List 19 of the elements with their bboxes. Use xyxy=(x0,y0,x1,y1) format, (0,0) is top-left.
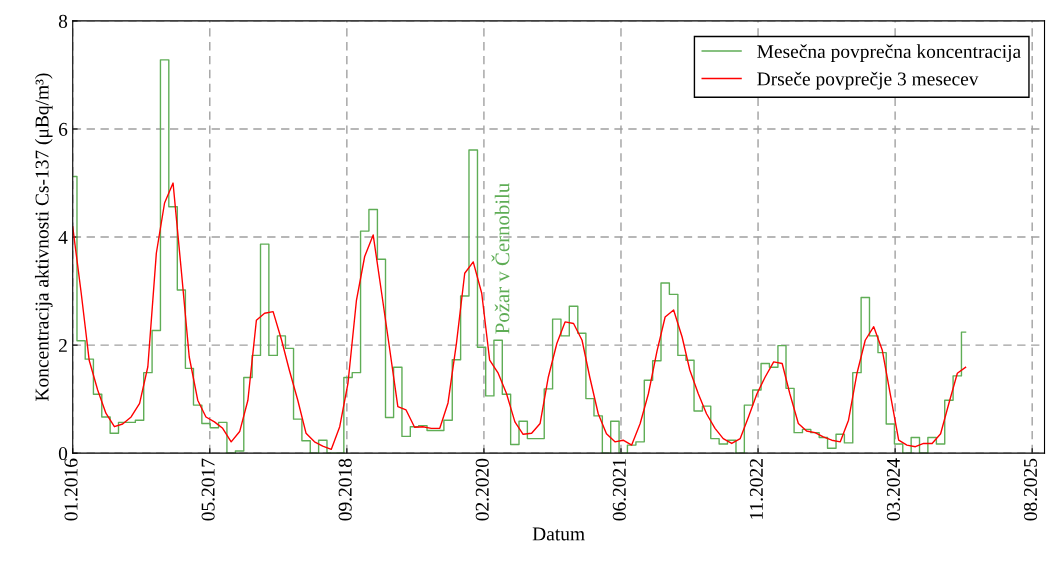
y-tick-label: 0 xyxy=(58,447,68,461)
annotation: Požar v Černobilu xyxy=(491,183,510,334)
legend-label: Mesečna povprečna koncentracija xyxy=(757,44,1021,62)
x-tick-label: 02.2020 xyxy=(475,458,489,521)
x-tick-label: 01.2016 xyxy=(64,458,78,521)
x-tick-label: 11.2022 xyxy=(749,459,763,519)
y-tick-label: 6 xyxy=(58,122,68,136)
y-tick-label: 2 xyxy=(59,338,67,352)
x-tick-label: 05.2017 xyxy=(201,458,215,521)
y-tick-label: 8 xyxy=(58,14,68,28)
x-tick-label: 08.2025 xyxy=(1023,458,1038,521)
legend-label: Drseče povprečje 3 mesecev xyxy=(757,71,979,90)
x-tick-label: 06.2021 xyxy=(612,459,626,521)
x-tick-label: 09.2018 xyxy=(338,458,352,521)
x-tick-label: 03.2024 xyxy=(886,458,901,521)
y-axis-title: Koncentracija aktivnosti Cs-137 (μBq/m³) xyxy=(34,73,53,401)
y-tick-label: 4 xyxy=(58,230,68,244)
line-series xyxy=(72,182,967,451)
x-axis-title: Datum xyxy=(532,527,585,541)
